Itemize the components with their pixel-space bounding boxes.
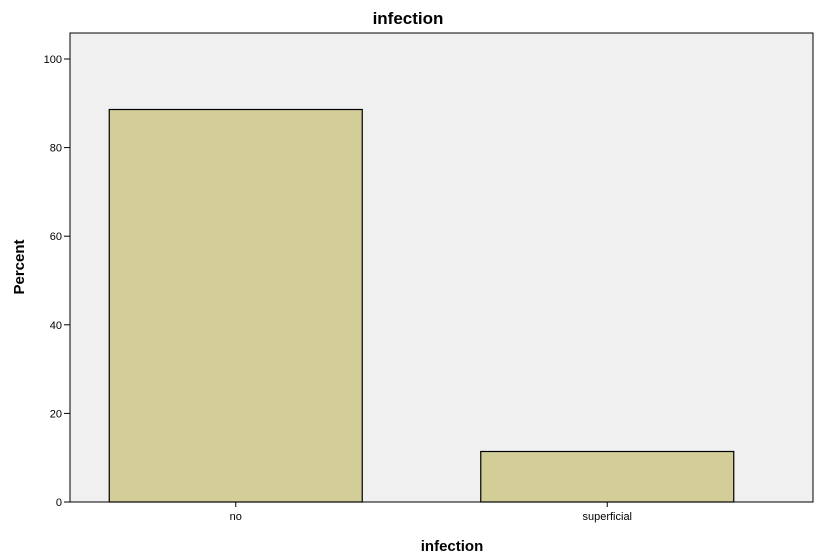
bar-superficial (480, 450, 735, 503)
x-tick-label: no (230, 511, 242, 523)
y-axis-title: Percent (11, 239, 28, 294)
y-axis: 0 20 40 60 80 100 (44, 54, 70, 509)
x-axis-title: infection (421, 538, 484, 555)
y-tick-label: 20 (50, 408, 62, 420)
x-axis: no superficial (230, 502, 632, 523)
y-tick-label: 80 (50, 143, 62, 155)
x-tick-label: superficial (582, 511, 632, 523)
bar-no (108, 108, 363, 503)
bars (108, 108, 735, 503)
y-tick-label: 0 (56, 497, 62, 509)
y-tick-label: 40 (50, 320, 62, 332)
chart-title: infection (373, 9, 444, 28)
y-tick-label: 100 (44, 54, 62, 66)
y-tick-label: 60 (50, 231, 62, 243)
